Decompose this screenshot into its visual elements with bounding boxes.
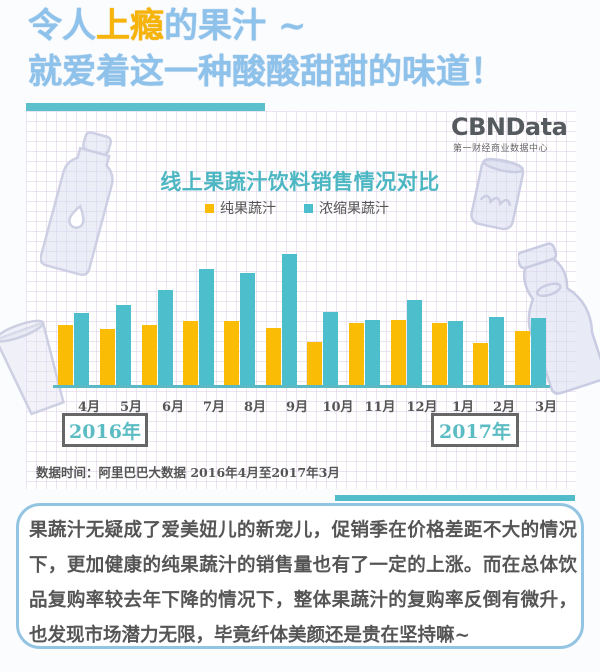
legend-swatch-teal [304,203,313,213]
bar-pure-juice [473,343,488,385]
headline-line-2: 就爱着这一种酸酸甜甜的味道！ [28,52,504,92]
headline-post: 的果汁 ~ [164,6,307,46]
bar-pure-juice [307,342,322,385]
bar-concentrated-juice [282,254,297,385]
bar-pure-juice [515,331,530,385]
bar-pure-juice [391,320,406,385]
legend-swatch-yellow [205,203,214,213]
bar-concentrated-juice [323,312,338,385]
headline-pre: 令人 [28,6,96,46]
bar-pure-juice [100,329,115,385]
x-axis-tick-label: 12月 [406,400,438,415]
soda-can-icon [470,157,525,231]
bar-concentrated-juice [199,269,214,385]
bar-pure-juice [266,328,281,385]
legend-label: 浓缩果蔬汁 [319,201,389,217]
bar-pure-juice [183,321,198,385]
bar-pure-juice [349,323,364,385]
chart-legend: 纯果蔬汁 浓缩果蔬汁 [205,198,389,218]
logo-subtitle: 第一财经商业数据中心 [453,144,549,154]
legend-label: 纯果蔬汁 [220,201,276,217]
year-label-2016: 2016年 [62,413,148,447]
legend-item-pure-juice: 纯果蔬汁 [205,198,276,218]
x-axis-tick-label: 1月 [451,400,475,415]
bar-concentrated-juice [407,300,422,385]
headline-line-1: 令人上瘾的果汁 ~ [28,6,306,46]
x-axis-tick-label: 8月 [243,400,267,415]
bar-chart: 4月 5月 6月 7月 8月 9月 10月 11月 12月 1月 2月 3月 [58,254,558,415]
bar-concentrated-juice [489,317,504,385]
x-axis-tick-label: 7月 [202,400,226,415]
x-axis-tick-label: 5月 [119,400,143,415]
x-axis-tick-label: 10月 [322,400,354,415]
bar-pure-juice [142,325,157,385]
bar-concentrated-juice [240,273,255,385]
x-axis-tick-label: 11月 [364,400,396,415]
summary-box: 果蔬汁无疑成了爱美妞儿的新宠儿，促销季在价格差距不大的情况下，更加健康的纯果蔬汁… [16,503,584,649]
x-axis-tick-label: 6月 [161,400,185,415]
cbndata-logo: CBNData [451,113,568,141]
textbox-accent-bar [335,495,575,501]
data-source-note: 数据时间：阿里巴巴大数据 2016年4月至2017年3月 [36,465,340,480]
bar-pure-juice [224,321,239,385]
chart-title: 线上果蔬汁饮料销售情况对比 [160,169,440,194]
bar-concentrated-juice [365,320,380,385]
x-axis-line [53,385,550,388]
bar-concentrated-juice [74,313,89,385]
water-bottle-icon [40,131,114,276]
header-accent-bar [26,103,265,111]
x-axis-tick-label: 9月 [285,400,309,415]
year-label-2017: 2017年 [431,413,519,447]
x-axis-tick-label: 4月 [77,400,101,415]
headline-highlight: 上瘾 [96,6,164,46]
bar-concentrated-juice [448,321,463,385]
glass-cup-icon [0,319,65,416]
bar-pure-juice [432,323,447,385]
bar-pure-juice [58,325,73,385]
summary-text: 果蔬汁无疑成了爱美妞儿的新宠儿，促销季在价格差距不大的情况下，更加健康的纯果蔬汁… [29,520,577,646]
bar-concentrated-juice [158,290,173,385]
legend-item-concentrated-juice: 浓缩果蔬汁 [304,198,389,218]
x-axis-tick-label: 2月 [492,400,516,415]
x-axis-tick-label: 3月 [534,400,558,415]
bar-concentrated-juice [116,305,131,385]
bar-concentrated-juice [531,318,546,385]
